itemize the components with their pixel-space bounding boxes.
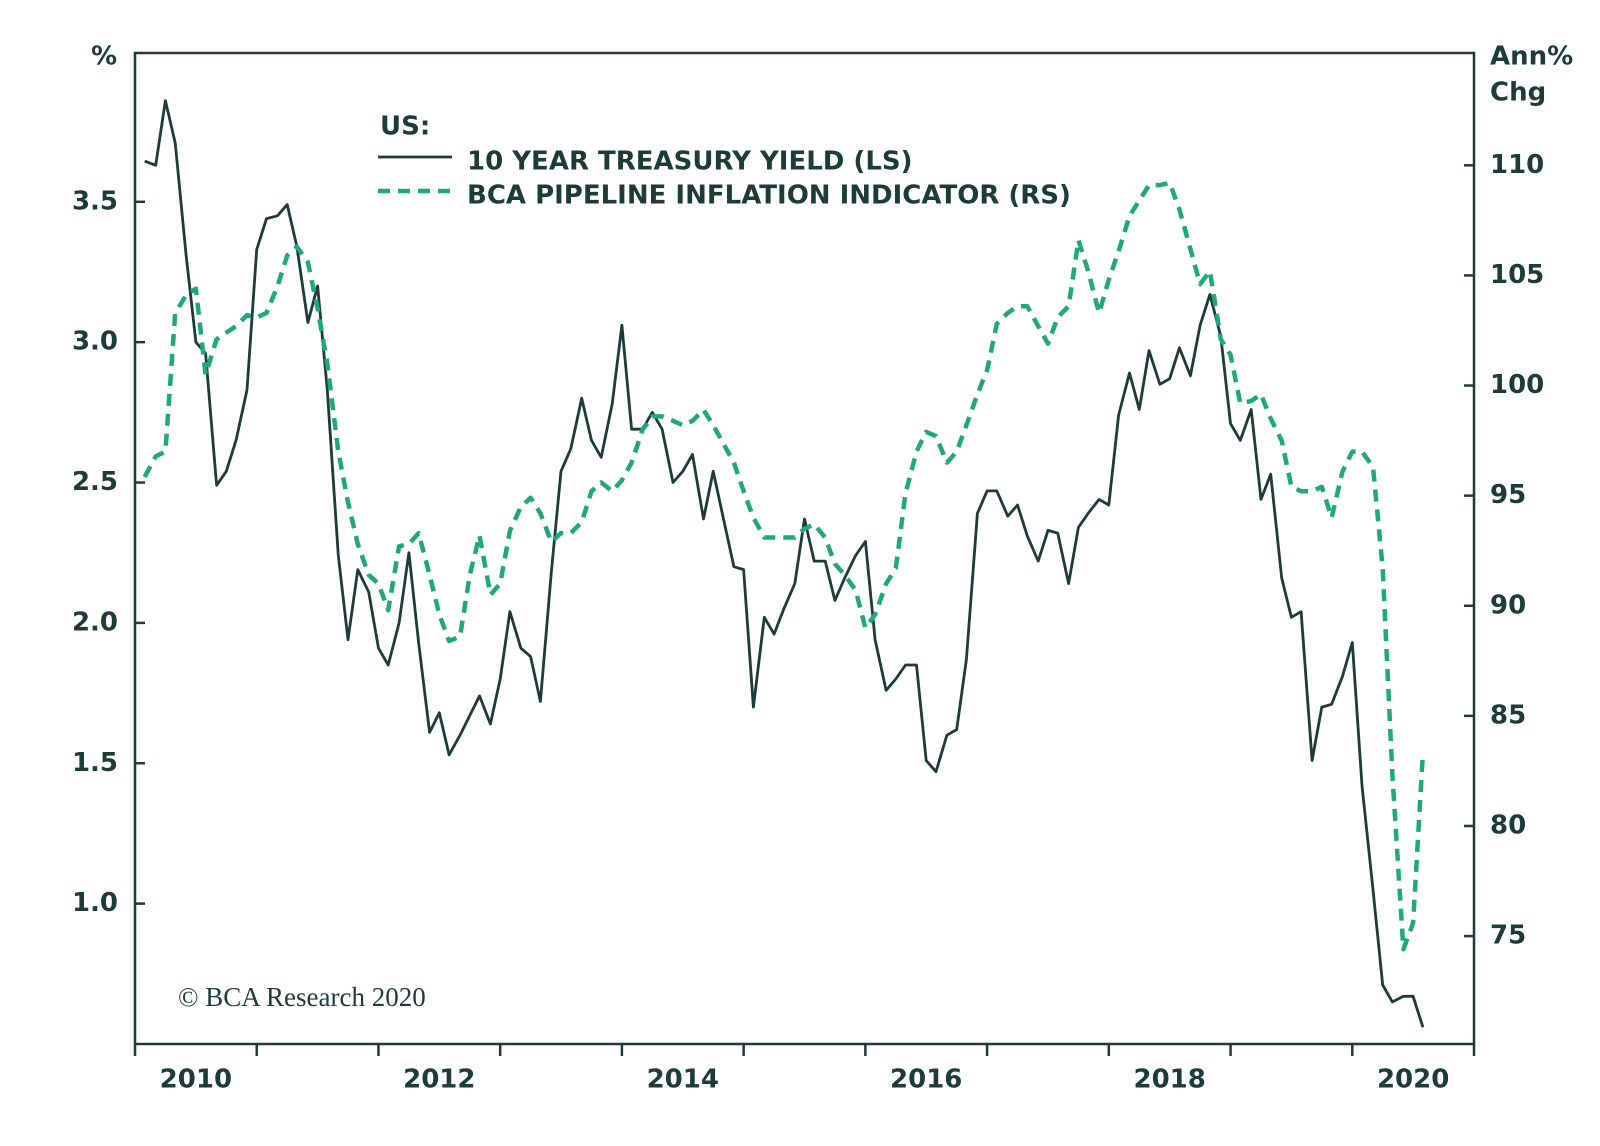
y-tick-label: 1.0 bbox=[72, 888, 118, 918]
y-tick-label: 3.5 bbox=[72, 186, 118, 216]
legend-label: 10 YEAR TREASURY YIELD (LS) bbox=[467, 147, 913, 177]
y2-tick-label: 75 bbox=[1490, 921, 1526, 951]
source: © BCA Research 2020 bbox=[178, 982, 426, 1012]
y2-tick-label: 80 bbox=[1490, 810, 1526, 840]
y2-axis-label: Ann% bbox=[1490, 42, 1573, 72]
y2-tick-label: 105 bbox=[1490, 260, 1544, 290]
y2-tick-label: 110 bbox=[1490, 150, 1544, 180]
x-tick-label: 2020 bbox=[1377, 1065, 1449, 1095]
x-tick-label: 2014 bbox=[647, 1065, 719, 1095]
y-tick-label: 2.0 bbox=[72, 607, 118, 637]
y2-tick-label: 100 bbox=[1490, 370, 1544, 400]
series-line bbox=[142, 180, 1426, 952]
y2-axis-label: Chg bbox=[1490, 78, 1546, 108]
x-tick-label: 2010 bbox=[160, 1065, 232, 1095]
y-tick-label: 2.5 bbox=[72, 467, 118, 497]
x-tick-label: 2018 bbox=[1133, 1065, 1205, 1095]
y-axis-label: % bbox=[91, 42, 117, 72]
legend-label: BCA PIPELINE INFLATION INDICATOR (RS) bbox=[467, 181, 1071, 211]
y2-tick-label: 90 bbox=[1490, 590, 1526, 620]
x-tick-label: 2016 bbox=[890, 1065, 962, 1095]
y2-tick-label: 85 bbox=[1490, 700, 1526, 730]
y2-tick-label: 95 bbox=[1490, 480, 1526, 510]
plot-frame bbox=[133, 51, 1476, 1046]
legend-title: US: bbox=[380, 112, 430, 142]
x-tick-label: 2012 bbox=[403, 1065, 475, 1095]
series-line bbox=[144, 99, 1425, 1028]
y-tick-label: 3.0 bbox=[72, 327, 118, 357]
y-tick-label: 1.5 bbox=[72, 748, 118, 778]
